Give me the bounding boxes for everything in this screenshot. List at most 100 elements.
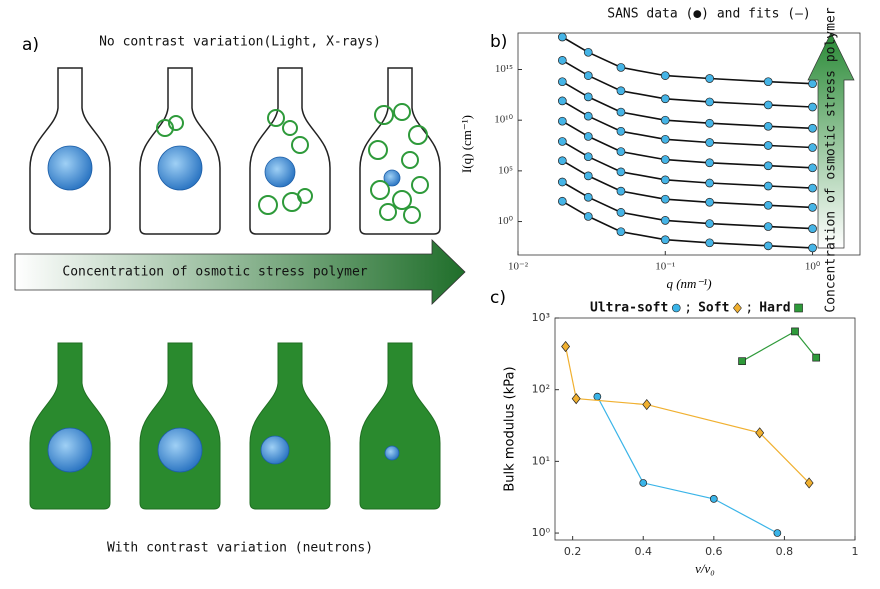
point	[660, 235, 670, 245]
point	[583, 71, 593, 80]
bottles-bottom	[29, 342, 441, 510]
point	[763, 77, 773, 87]
point	[812, 353, 821, 362]
point	[557, 137, 567, 146]
x-tick-label: 10⁻²	[508, 261, 529, 273]
x-tick-label: 0.6	[705, 545, 723, 558]
microgel	[383, 169, 401, 187]
point	[557, 77, 567, 87]
spheres-top	[47, 145, 401, 191]
point	[557, 56, 567, 65]
polymer-coils	[156, 103, 429, 224]
point	[705, 219, 714, 228]
x-tick-label: 0.8	[776, 545, 794, 558]
x-axis-label: v/v₀	[695, 561, 715, 576]
point	[808, 243, 817, 253]
point	[557, 116, 567, 126]
legend-separator: ;	[745, 301, 753, 316]
x-tick-label: 0.2	[564, 545, 582, 558]
point	[791, 327, 799, 336]
point	[557, 32, 567, 42]
point	[763, 141, 773, 150]
legend-separator: ;	[684, 301, 692, 316]
point	[660, 115, 670, 125]
legend-label: Ultra-soft	[590, 301, 668, 316]
bottle	[29, 342, 111, 510]
point	[639, 479, 648, 487]
bottles-top	[29, 67, 441, 235]
point	[616, 186, 626, 196]
point	[808, 163, 817, 173]
point	[763, 200, 773, 210]
caption: No contrast variation(Light, X-rays)	[99, 35, 381, 50]
point	[616, 63, 626, 72]
point	[583, 152, 593, 162]
y-tick-label: 10⁰	[532, 526, 551, 539]
y-tick-label: 10²	[532, 383, 550, 396]
plot-frame	[554, 317, 856, 541]
point	[763, 181, 773, 191]
point	[616, 107, 626, 117]
microgel	[157, 145, 203, 191]
x-axis-label: q (nm⁻¹)	[666, 276, 711, 291]
point	[571, 393, 581, 405]
arrow-label: Concentration of osmotic stress polymer	[62, 265, 367, 280]
point	[660, 216, 670, 225]
y-tick-label: 10⁰	[498, 215, 514, 227]
point	[557, 177, 567, 187]
bottle	[359, 342, 441, 510]
point	[808, 224, 817, 233]
microgel	[264, 156, 296, 188]
arrow-label: Concentration of osmotic stress polymer	[824, 7, 839, 312]
point	[705, 158, 714, 168]
concentration-arrow: Concentration of osmotic stress polymer	[14, 239, 466, 305]
point	[616, 167, 626, 177]
concentration-arrow	[807, 32, 855, 249]
legend-marker	[733, 302, 742, 314]
point	[583, 92, 593, 102]
legend-marker	[671, 303, 681, 313]
point	[808, 203, 817, 212]
legend-marker	[794, 303, 803, 313]
point	[773, 529, 782, 537]
x-tick-label: 0.4	[634, 545, 652, 558]
point	[808, 183, 817, 193]
point	[705, 74, 714, 83]
point	[561, 340, 571, 353]
x-tick-label: 10⁰	[805, 261, 821, 273]
point	[705, 178, 714, 188]
y-tick-label: 10¹	[532, 454, 550, 467]
point	[763, 241, 773, 251]
point	[557, 156, 567, 166]
point	[763, 100, 773, 110]
chart-title: SANS data (●) and fits (—)	[607, 7, 811, 22]
spheres-bottom	[47, 427, 400, 473]
point	[660, 175, 670, 185]
point	[557, 196, 567, 206]
bottle	[139, 342, 221, 510]
x-tick-label: 10⁻¹	[655, 261, 675, 273]
point	[616, 126, 626, 136]
y-axis-label: Bulk modulus (kPa)	[503, 366, 518, 491]
point	[616, 227, 626, 237]
point	[808, 79, 817, 89]
point	[705, 118, 714, 128]
microgel	[47, 145, 93, 191]
point	[808, 102, 817, 112]
y-tick-label: 10⁵	[498, 164, 513, 176]
point	[709, 495, 718, 503]
y-tick-label: 10¹⁰	[494, 114, 513, 126]
point	[808, 143, 817, 152]
y-tick-label: 10¹⁵	[495, 63, 513, 75]
point	[583, 192, 593, 202]
point	[660, 155, 670, 164]
point	[583, 111, 593, 121]
plot-frame	[517, 32, 861, 256]
point	[763, 161, 773, 171]
legend-label: Hard	[759, 301, 790, 316]
series-line	[596, 396, 778, 534]
point	[804, 477, 814, 489]
point	[660, 94, 670, 104]
point	[705, 238, 714, 248]
point	[642, 399, 652, 411]
